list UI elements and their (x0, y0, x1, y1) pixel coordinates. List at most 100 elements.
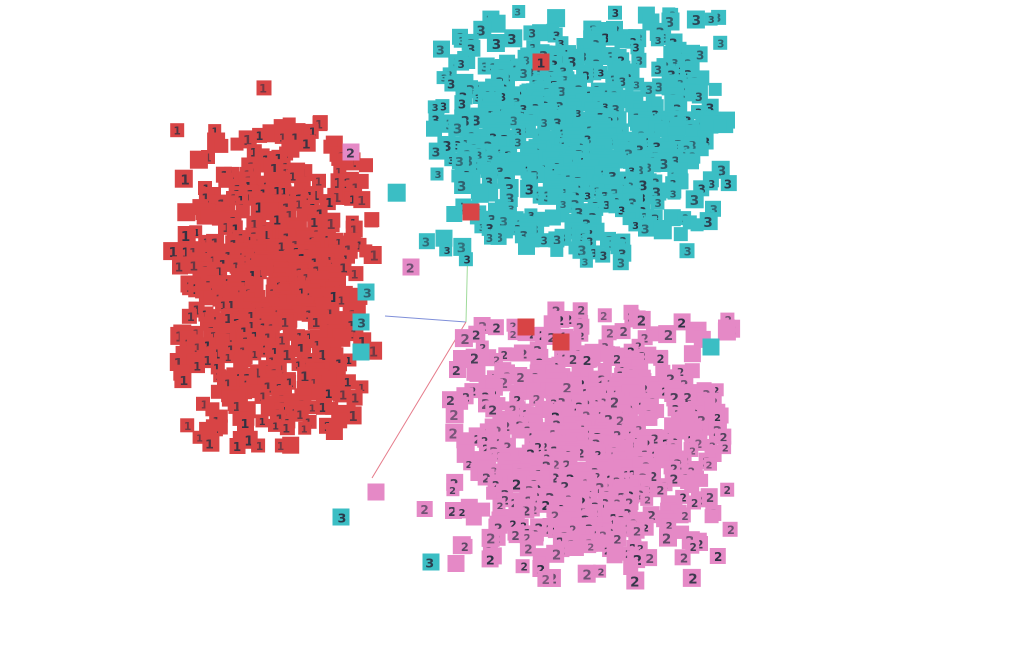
point-tile-3[interactable]: 3 (428, 142, 446, 161)
point-tile-2[interactable]: 2 (658, 325, 677, 344)
point-tile-2[interactable]: 2 (454, 329, 473, 348)
point-tile-1[interactable] (359, 158, 373, 173)
point-tile-3[interactable]: 3 (579, 254, 593, 269)
point-tile-1[interactable]: 1 (174, 169, 193, 189)
point-tile-3[interactable]: 3 (430, 167, 444, 182)
point-tile-3[interactable]: 3 (418, 233, 435, 249)
point-digit-label: 3 (422, 235, 430, 249)
point-tile-1[interactable]: 1 (353, 191, 371, 209)
point-tile-3[interactable]: 3 (650, 33, 664, 47)
point-tile-3[interactable]: 3 (486, 34, 505, 53)
point-tile-3[interactable] (487, 14, 506, 33)
point-tile-3[interactable]: 3 (713, 35, 728, 51)
point-tile-3[interactable] (713, 119, 727, 133)
point-tile-3[interactable] (708, 82, 722, 96)
point-tile-3[interactable]: 3 (455, 56, 470, 72)
point-tile-1[interactable]: 1 (268, 418, 281, 433)
point-tile-2[interactable] (683, 345, 701, 363)
point-tile-2[interactable]: 2 (653, 350, 669, 366)
point-tile-3[interactable] (426, 120, 442, 137)
point-tile-3[interactable]: 3 (630, 40, 645, 55)
point-tile-1[interactable] (365, 214, 379, 228)
point-tile-1[interactable]: 1 (279, 420, 295, 436)
point-tile-3[interactable]: 3 (504, 29, 523, 48)
point-tile-3[interactable]: 3 (686, 10, 705, 30)
point-tile-1[interactable]: 1 (348, 266, 364, 281)
point-tile-2[interactable] (684, 363, 700, 379)
point-tile-1[interactable]: 1 (170, 123, 185, 138)
point-tile-3[interactable] (387, 183, 406, 202)
point-tile-3[interactable]: 3 (720, 175, 737, 191)
point-tile-3[interactable]: 3 (454, 176, 473, 195)
point-tile-2[interactable] (717, 322, 736, 341)
point-digit-label: 3 (523, 56, 530, 68)
point-tile-3[interactable] (690, 218, 704, 232)
point-tile-3[interactable]: 3 (685, 190, 704, 209)
point-tile-2[interactable] (644, 412, 658, 426)
point-tile-3[interactable]: 3 (691, 46, 708, 62)
point-tile-3[interactable]: 3 (594, 66, 607, 80)
point-tile-1[interactable]: 1 (190, 358, 205, 373)
point-tile-3[interactable] (550, 243, 564, 257)
point-tile-1[interactable]: 1 (181, 308, 197, 324)
point-tile-3[interactable] (673, 227, 688, 242)
point-tile-2[interactable]: 2 (597, 308, 612, 323)
point-tile-2[interactable]: 2 (564, 351, 581, 367)
point-tile-1[interactable] (214, 138, 229, 153)
point-tile-3[interactable]: 3 (458, 252, 473, 267)
point-tile-2[interactable]: 2 (704, 457, 717, 472)
point-tile-3[interactable]: 3 (454, 95, 471, 111)
point-tile-3[interactable]: 3 (595, 247, 611, 263)
point-tile-3[interactable]: 3 (512, 5, 526, 19)
point-tile-3[interactable]: 3 (439, 243, 453, 257)
point-tile-1[interactable]: 1 (298, 134, 316, 153)
point-tile-1[interactable]: 1 (229, 438, 246, 454)
point-tile-1[interactable]: 1 (237, 414, 254, 432)
point-tile-3[interactable]: 3 (515, 65, 532, 81)
point-tile-2[interactable]: 2 (445, 405, 464, 424)
point-tile-3[interactable]: 3 (612, 254, 629, 270)
point-tile-1[interactable]: 1 (363, 246, 382, 265)
point-tile-3[interactable]: 3 (638, 219, 655, 238)
point-tile-1[interactable] (230, 137, 244, 151)
point-tile-1[interactable]: 1 (172, 258, 188, 275)
point-tile-3[interactable] (614, 34, 629, 49)
point-tile-3[interactable]: 3 (704, 12, 718, 27)
point-tile-1[interactable]: 1 (180, 418, 195, 433)
point-digit-label: 1 (302, 138, 311, 153)
point-tile-3[interactable] (547, 9, 566, 28)
point-tile-3[interactable]: 3 (650, 195, 665, 210)
point-digit-label: 3 (632, 43, 639, 55)
point-tile-3[interactable] (446, 206, 463, 222)
point-tile-1[interactable] (189, 150, 208, 169)
point-tile-3[interactable]: 3 (484, 230, 498, 246)
point-tile-1[interactable]: 1 (298, 421, 312, 436)
point-tile-3[interactable]: 3 (433, 40, 450, 59)
point-tile-3[interactable]: 3 (667, 186, 681, 201)
point-tile-3[interactable]: 3 (608, 5, 622, 21)
point-tile-1[interactable]: 1 (251, 438, 266, 454)
point-tile-1[interactable]: 1 (202, 434, 220, 453)
point-tile-1[interactable]: 1 (255, 414, 269, 428)
point-digit-label: 1 (348, 409, 357, 425)
point-tile-3[interactable]: 3 (679, 243, 695, 259)
point-tile-2[interactable]: 2 (601, 325, 617, 341)
point-tile-3[interactable] (471, 185, 489, 203)
point-tile-2[interactable]: 2 (487, 319, 504, 335)
point-tile-1[interactable]: 1 (346, 389, 363, 406)
point-tile-1[interactable] (325, 423, 343, 440)
point-tile-3[interactable]: 3 (523, 25, 539, 41)
point-tile-2[interactable] (511, 425, 525, 439)
point-tile-2[interactable] (509, 347, 524, 362)
point-tile-2[interactable]: 2 (449, 361, 466, 379)
point-tile-1[interactable] (177, 203, 196, 222)
point-tile-3[interactable]: 3 (537, 115, 552, 131)
point-tile-3[interactable] (518, 237, 535, 255)
point-tile-1[interactable]: 1 (174, 371, 192, 389)
point-tile-2[interactable]: 2 (514, 369, 530, 385)
point-tile-2[interactable]: 2 (614, 323, 631, 339)
point-tile-1[interactable]: 1 (274, 438, 289, 454)
point-tile-1[interactable]: 1 (256, 80, 272, 96)
point-tile-3[interactable] (653, 221, 672, 240)
